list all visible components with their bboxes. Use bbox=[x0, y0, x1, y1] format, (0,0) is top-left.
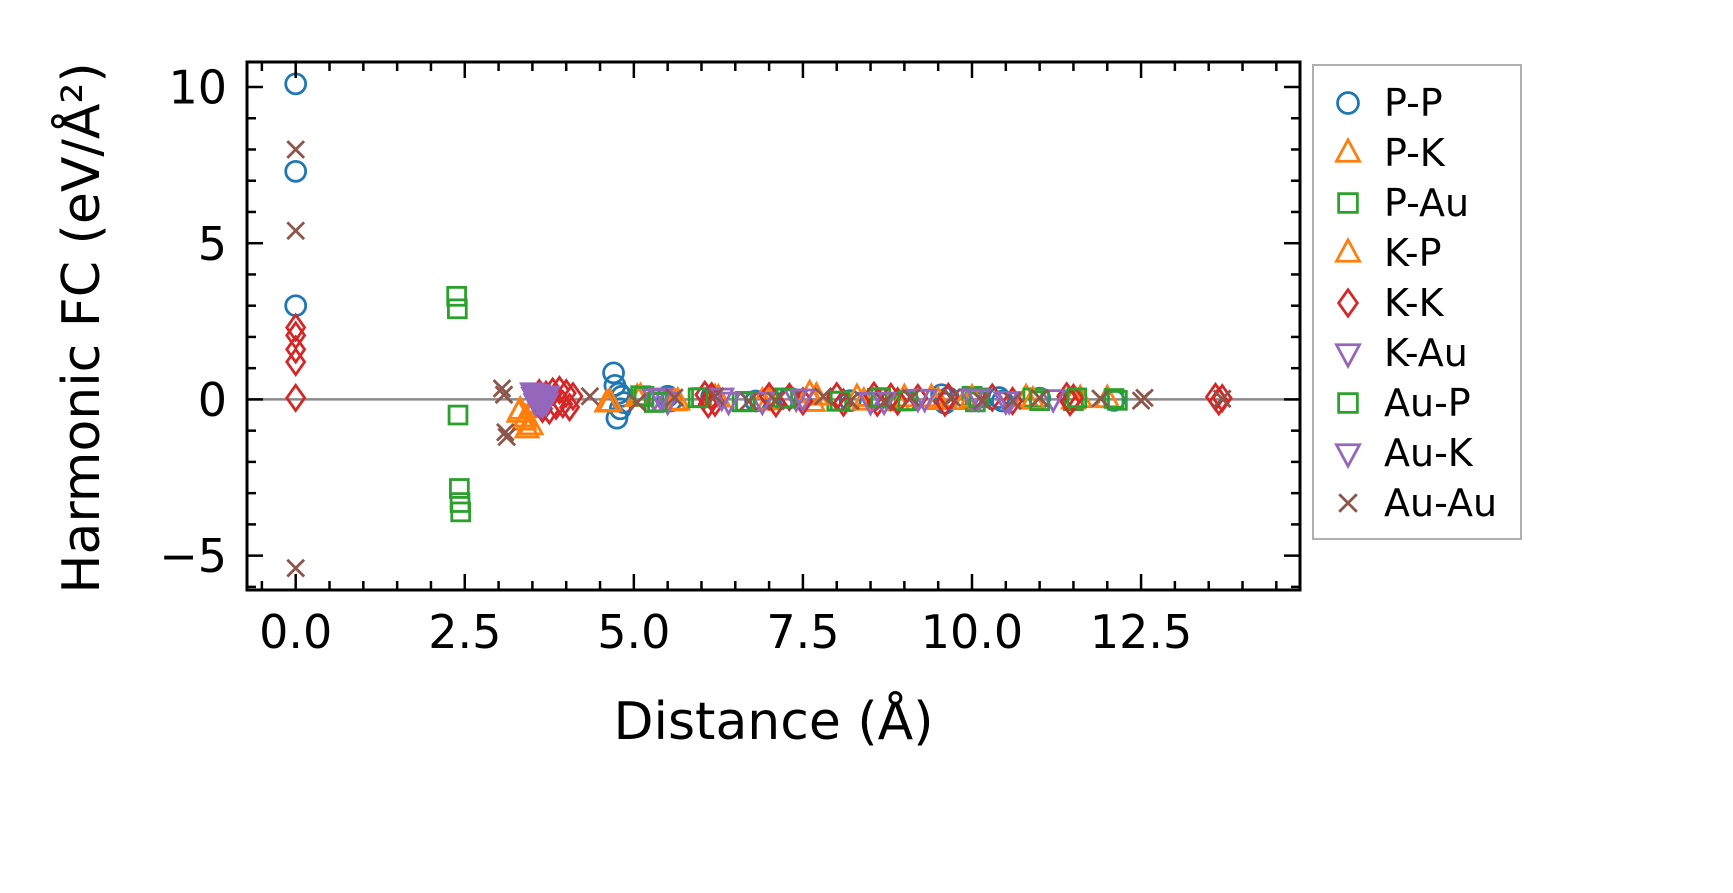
x-axis-label: Distance (Å) bbox=[613, 692, 934, 752]
legend-item-Au-Au: Au-Au bbox=[1314, 478, 1520, 528]
triangle-up-icon bbox=[1334, 236, 1362, 263]
y-axis-label: Harmonic FC (eV/Å²) bbox=[52, 62, 112, 594]
y-tick-label: 5 bbox=[198, 217, 227, 271]
legend-label: Au-K bbox=[1384, 431, 1473, 475]
legend-label: K-P bbox=[1384, 231, 1442, 275]
legend-label: K-Au bbox=[1384, 331, 1468, 375]
legend-label: P-Au bbox=[1384, 181, 1470, 225]
legend-label: K-K bbox=[1384, 281, 1444, 325]
x-tick-label: 7.5 bbox=[766, 605, 839, 659]
legend-item-P-K: P-K bbox=[1314, 128, 1520, 178]
x-tick-label: 2.5 bbox=[428, 605, 501, 659]
legend-label: Au-Au bbox=[1384, 481, 1498, 525]
legend-item-K-Au: K-Au bbox=[1314, 328, 1520, 378]
square-icon bbox=[1337, 192, 1359, 214]
legend-label: P-K bbox=[1384, 131, 1445, 175]
x-tick-label: 10.0 bbox=[921, 605, 1023, 659]
diamond-icon bbox=[1336, 287, 1360, 319]
circle-icon bbox=[1336, 91, 1360, 115]
triangle-up-icon bbox=[1334, 136, 1362, 163]
triangle-down-icon bbox=[1334, 443, 1362, 470]
series-P-P bbox=[284, 72, 1126, 430]
legend-item-K-K: K-K bbox=[1314, 278, 1520, 328]
triangle-down-icon bbox=[1334, 343, 1362, 370]
legend-label: Au-P bbox=[1384, 381, 1471, 425]
ticks bbox=[247, 62, 1300, 590]
legend-item-P-P: P-P bbox=[1314, 78, 1520, 128]
plot-frame bbox=[245, 60, 1302, 592]
y-tick-label: 10 bbox=[168, 61, 227, 115]
legend: P-P P-K P-Au K-P K-K K-Au Au-P Au-K Au-Au bbox=[1312, 64, 1522, 540]
square-icon bbox=[1337, 392, 1359, 414]
x-tick-label: 12.5 bbox=[1090, 605, 1192, 659]
x-tick-label: 5.0 bbox=[597, 605, 670, 659]
series-Au-Au bbox=[286, 140, 1232, 578]
legend-item-P-Au: P-Au bbox=[1314, 178, 1520, 228]
x-icon bbox=[1338, 493, 1358, 513]
legend-item-K-P: K-P bbox=[1314, 228, 1520, 278]
y-tick-label: 0 bbox=[198, 373, 227, 427]
legend-item-Au-K: Au-K bbox=[1314, 428, 1520, 478]
y-tick-label: −5 bbox=[159, 529, 227, 583]
legend-item-Au-P: Au-P bbox=[1314, 378, 1520, 428]
x-tick-label: 0.0 bbox=[259, 605, 332, 659]
legend-label: P-P bbox=[1384, 81, 1443, 125]
